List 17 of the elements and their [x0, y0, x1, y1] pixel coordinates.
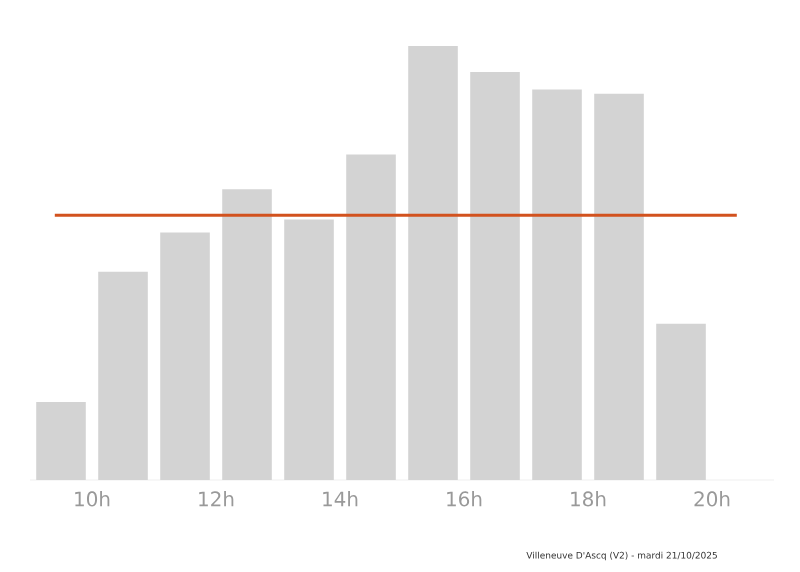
x-tick-label: 14h [323, 491, 358, 507]
bar [222, 189, 272, 480]
x-tick-label: 10h [75, 491, 110, 507]
x-tick-label: 16h [447, 491, 482, 507]
bar [408, 45, 458, 480]
bar [532, 89, 582, 480]
x-tick-label: 12h [199, 491, 234, 507]
bar [656, 323, 706, 480]
x-tick-label: 18h [571, 491, 606, 507]
bar [98, 271, 148, 480]
bar [470, 72, 520, 480]
bar [594, 93, 644, 480]
bar [284, 219, 334, 480]
x-tick-label: 20h [694, 491, 730, 507]
bar [346, 154, 396, 480]
bar [160, 232, 210, 480]
bar [36, 401, 86, 480]
